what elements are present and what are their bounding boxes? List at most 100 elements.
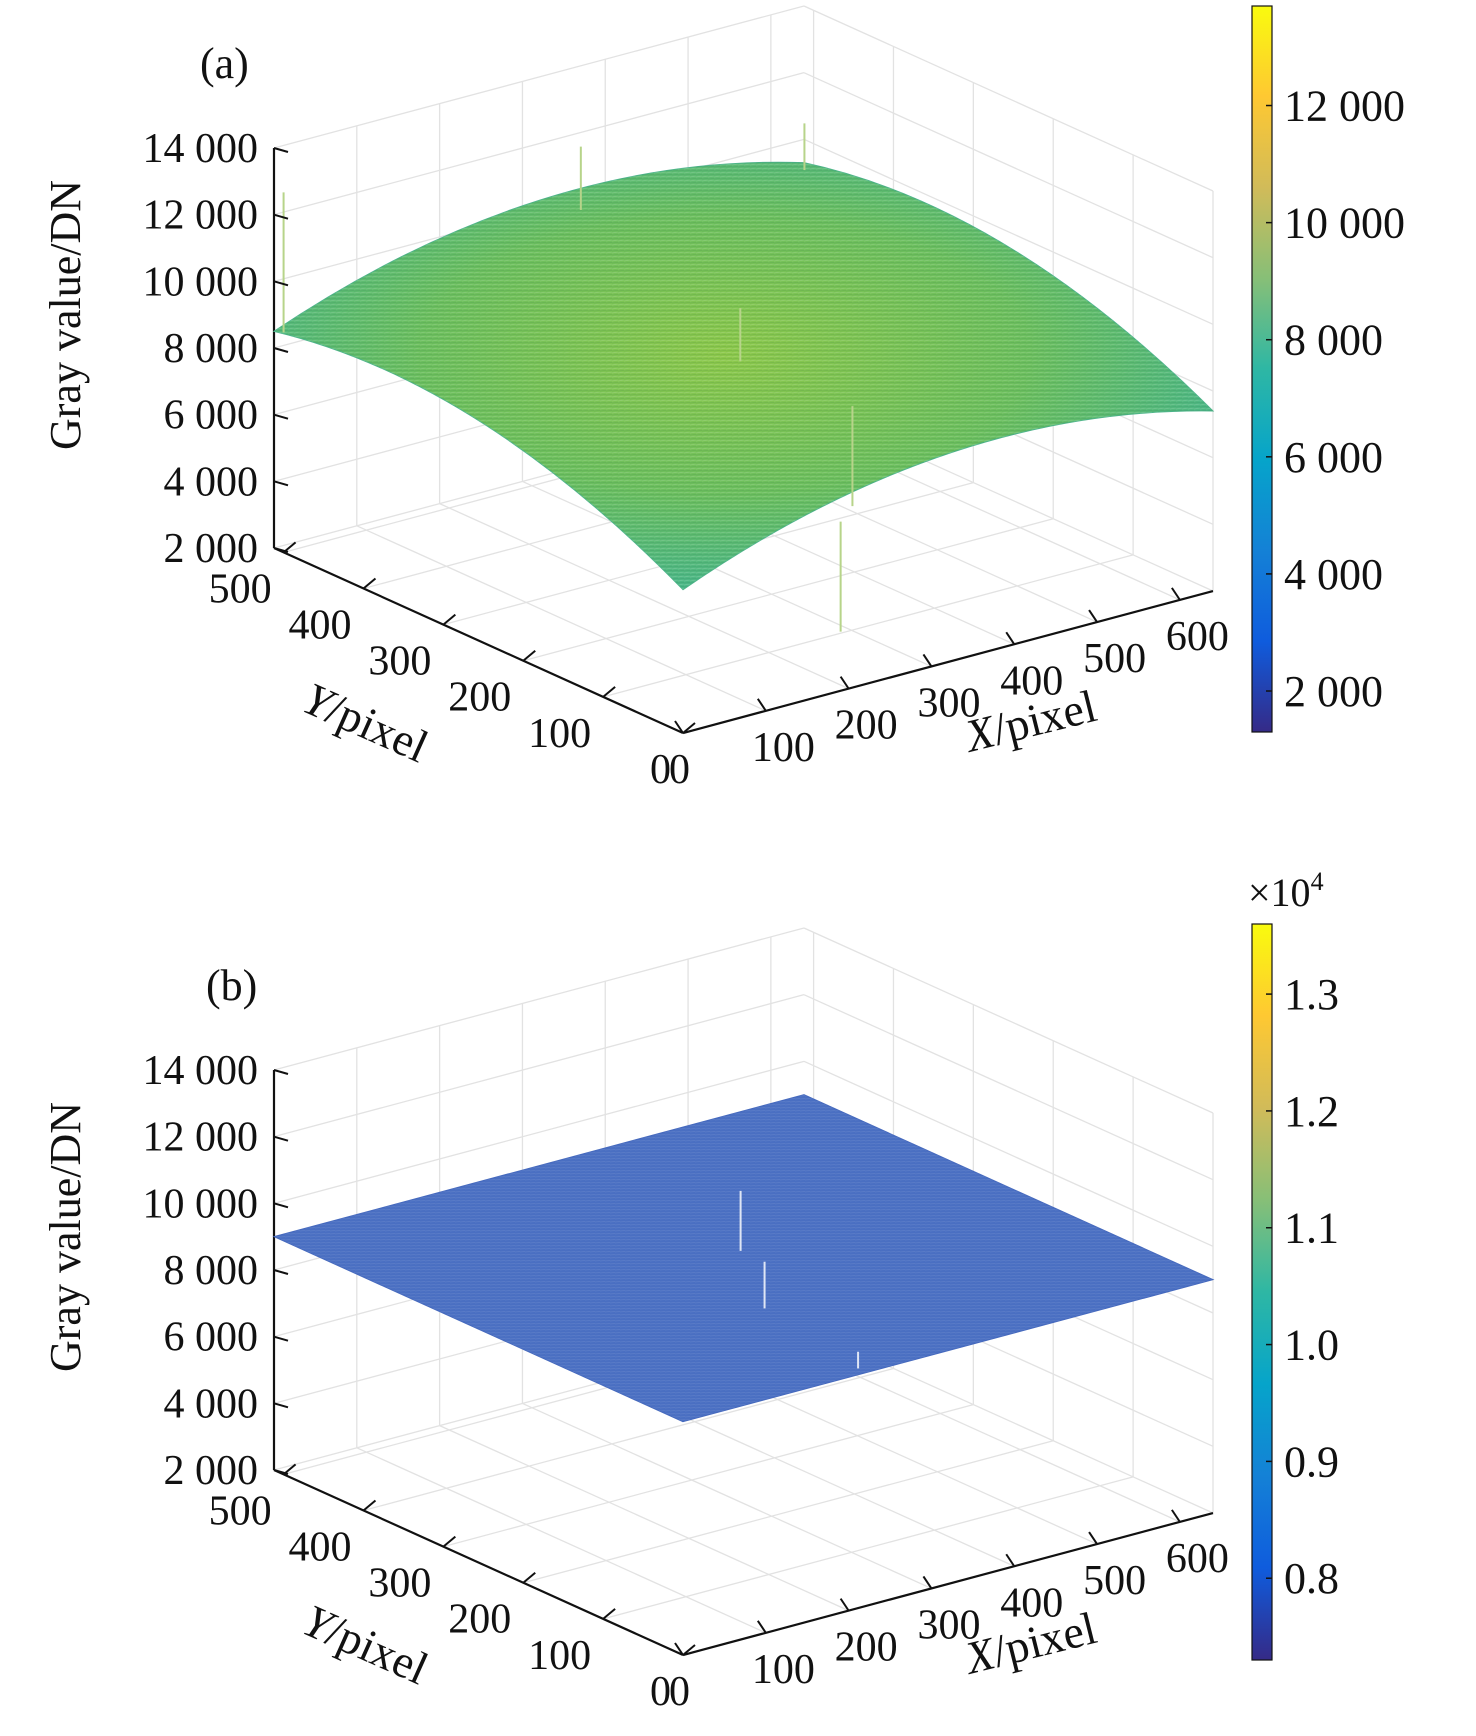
x-ticks: 0 100 200 300 400 500 600 [669, 1509, 1229, 1715]
y-axis-label-unit: /pixel [319, 1605, 435, 1694]
x-tick-mark [839, 1598, 850, 1612]
x-tick-label: 600 [1166, 1536, 1229, 1582]
gridline [803, 994, 1214, 1181]
x-tick-label: 100 [752, 725, 815, 771]
gridline [803, 1060, 1214, 1247]
gridline [439, 503, 849, 690]
colorbar-tick-label: 8 000 [1284, 316, 1383, 365]
gridline [443, 1403, 974, 1548]
x-tick-mark [1171, 1509, 1181, 1523]
z-tick-label: 6 000 [164, 393, 259, 439]
y-axis-line [273, 1468, 684, 1657]
z-tick-label: 14 000 [143, 1048, 259, 1094]
z-tick-mark [273, 413, 289, 420]
z-tick-mark [273, 1202, 289, 1209]
colorbar [1251, 5, 1273, 733]
y-tick-label: 0 [650, 747, 671, 793]
gridline [523, 1440, 1054, 1584]
y-tick-label: 500 [209, 1488, 272, 1534]
z-ticks: 2 000 4 000 6 000 8 000 10 000 12 000 14 000 [143, 1048, 289, 1494]
z-tick-label: 12 000 [143, 193, 259, 239]
gridline [356, 1447, 767, 1634]
z-tick-label: 2 000 [164, 526, 259, 572]
x-axis-line [682, 589, 1214, 735]
gridline [602, 554, 1134, 698]
y-tick-label: 0 [650, 1669, 671, 1715]
z-tick-mark [273, 1402, 289, 1409]
gridline [273, 1060, 805, 1204]
x-tick-label: 400 [1000, 1580, 1063, 1626]
z-tick-label: 8 000 [164, 326, 259, 372]
z-tick-label: 6 000 [164, 1315, 259, 1361]
panel-label: (a) [200, 39, 249, 88]
y-tick-label: 400 [288, 602, 351, 648]
x-tick-mark [1005, 631, 1016, 645]
panel-label: (b) [206, 961, 257, 1010]
z-tick-mark [273, 347, 289, 353]
colorbar-tick-label: 1.0 [1284, 1321, 1339, 1370]
x-tick-mark [756, 1620, 767, 1634]
colorbar-multiplier-base: ×10 [1248, 870, 1311, 915]
gridline [522, 1402, 932, 1590]
y-tick-mark [522, 1571, 536, 1584]
y-tick-label: 200 [448, 675, 511, 721]
y-tick-mark [282, 541, 297, 554]
z-tick-label: 12 000 [143, 1115, 259, 1161]
y-tick-label: 500 [209, 566, 272, 612]
gridline [803, 138, 1214, 325]
z-tick-mark [273, 1335, 289, 1342]
y-tick-mark [602, 1608, 616, 1620]
gridline [803, 927, 1214, 1114]
z-tick-mark [273, 1069, 289, 1075]
gridline [803, 5, 1214, 192]
colorbar-tick-label: 1.3 [1284, 970, 1339, 1019]
y-tick-mark [522, 649, 536, 662]
x-tick-mark [1088, 609, 1098, 623]
y-tick-label: 300 [368, 639, 431, 685]
outlier-spikes [282, 123, 854, 632]
x-tick-label: 200 [835, 1625, 898, 1671]
colorbar-tick-label: 1.2 [1284, 1087, 1339, 1136]
colorbar-tick-label: 10 000 [1284, 199, 1405, 248]
gridline [273, 72, 805, 216]
gridline [356, 525, 767, 712]
gridline [803, 72, 1214, 259]
colorbar-tick-label: 0.9 [1284, 1437, 1339, 1486]
z-tick-mark [273, 1269, 289, 1275]
y-tick-mark [682, 722, 696, 734]
colorbar-multiplier-exp: 4 [1311, 867, 1324, 896]
gridline [273, 994, 805, 1138]
z-tick-label: 10 000 [143, 259, 259, 305]
x-tick-mark [922, 653, 933, 667]
z-axis-label: Gray value/DN [41, 180, 90, 450]
colorbar-tick-label: 4 000 [1284, 550, 1383, 599]
z-tick-label: 2 000 [164, 1448, 259, 1494]
z-tick-label: 4 000 [164, 1381, 259, 1427]
x-tick-label: 500 [1083, 636, 1146, 682]
y-axis-label-unit: /pixel [319, 683, 435, 772]
y-tick-label: 400 [288, 1524, 351, 1570]
y-axis-label: Y/pixel [296, 673, 436, 773]
x-ticks: 0 100 200 300 400 500 600 [669, 587, 1229, 793]
z-tick-mark [273, 147, 289, 153]
z-axis-label: Gray value/DN [41, 1102, 90, 1372]
z-tick-label: 10 000 [143, 1181, 259, 1227]
outlier-spikes [739, 1190, 860, 1369]
y-tick-mark [362, 577, 377, 590]
y-tick-mark [362, 1499, 377, 1512]
x-tick-mark [922, 1575, 933, 1589]
y-tick-label: 100 [528, 1633, 591, 1679]
colorbar-multiplier: ×104 [1248, 867, 1324, 915]
y-axis-line [273, 546, 684, 735]
x-tick-mark [674, 720, 684, 734]
y-tick-mark [442, 613, 456, 626]
z-tick-label: 8 000 [164, 1248, 259, 1294]
z-tick-mark [273, 480, 289, 487]
colorbar-tick-label: 12 000 [1284, 82, 1405, 131]
surface-texture [274, 1094, 1213, 1422]
colorbar-tick-label: 6 000 [1284, 433, 1383, 482]
x-tick-label: 600 [1166, 614, 1229, 660]
gridline [363, 1367, 894, 1512]
y-tick-mark [442, 1535, 456, 1548]
z-tick-mark [273, 213, 289, 220]
